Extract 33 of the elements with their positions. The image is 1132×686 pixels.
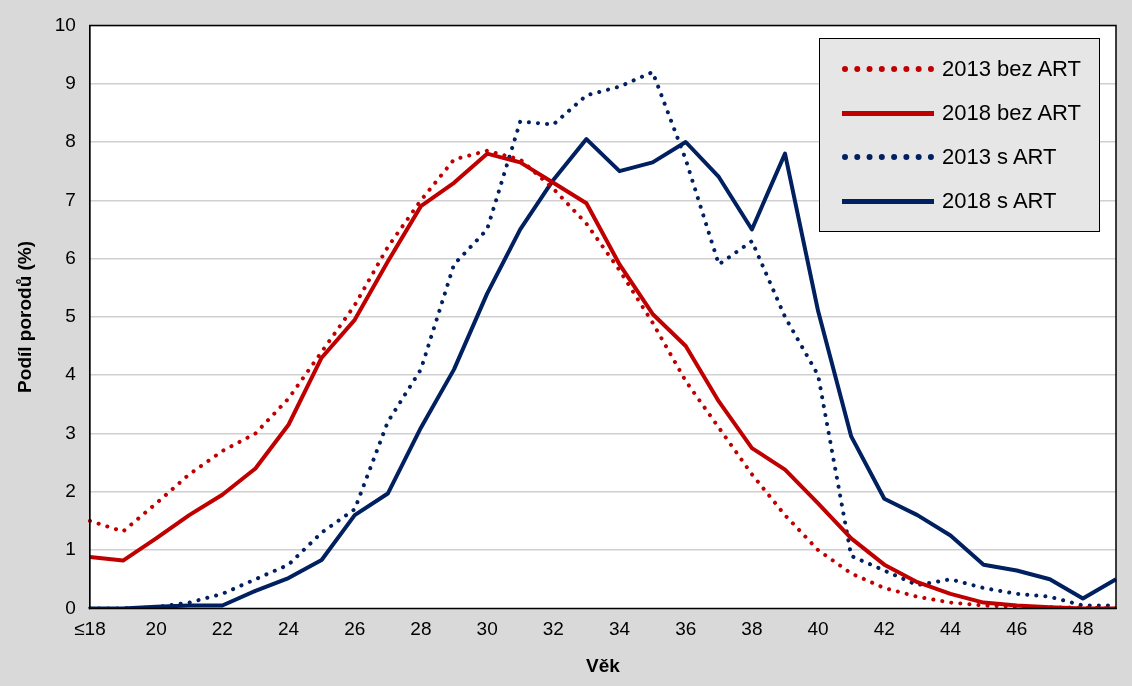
legend-label: 2013 bez ART: [941, 56, 1081, 82]
y-tick-label: 2: [65, 480, 76, 502]
x-tick-label: 42: [873, 618, 895, 640]
x-tick-label: 34: [608, 618, 631, 640]
x-tick-label: 20: [145, 618, 167, 640]
y-tick-label: 9: [65, 71, 76, 93]
y-tick-label: 4: [65, 363, 77, 385]
legend-label: 2013 s ART: [941, 144, 1057, 170]
y-tick-label: 5: [65, 305, 76, 327]
legend-label: 2018 s ART: [941, 188, 1057, 214]
x-tick-label: 40: [807, 618, 829, 640]
x-tick-label: 48: [1072, 618, 1094, 640]
y-axis-title: Podíl porodů (%): [13, 240, 35, 393]
x-tick-label: 36: [675, 618, 697, 640]
x-tick-label: 24: [277, 618, 300, 640]
x-tick-label: 30: [476, 618, 498, 640]
x-tick-label: 22: [211, 618, 233, 640]
x-tick-label: 26: [344, 618, 366, 640]
y-tick-label: 8: [65, 130, 76, 152]
x-tick-label: 46: [1006, 618, 1028, 640]
x-tick-label: ≤18: [74, 618, 106, 640]
legend-label: 2018 bez ART: [941, 100, 1081, 126]
x-tick-label: 44: [939, 618, 962, 640]
x-tick-label: 38: [741, 618, 763, 640]
y-tick-label: 3: [65, 421, 76, 443]
y-tick-label: 0: [65, 596, 76, 618]
x-tick-label: 32: [542, 618, 564, 640]
y-tick-label: 1: [65, 538, 76, 560]
x-tick-label: 28: [410, 618, 432, 640]
y-tick-label: 10: [54, 13, 76, 35]
y-tick-label: 7: [65, 188, 76, 210]
x-axis-title: Věk: [586, 654, 621, 676]
y-tick-label: 6: [65, 246, 76, 268]
